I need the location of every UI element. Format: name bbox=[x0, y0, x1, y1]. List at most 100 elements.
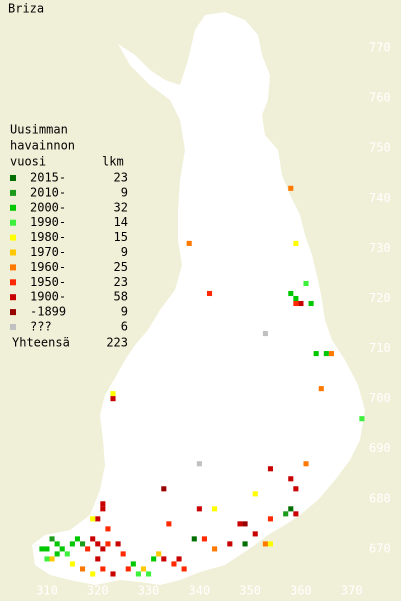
legend-total: 223 bbox=[106, 336, 128, 350]
observation-square bbox=[308, 300, 314, 307]
observation-square bbox=[135, 571, 141, 577]
observation-square bbox=[110, 391, 116, 397]
observation-square bbox=[181, 566, 187, 572]
observation-square bbox=[115, 541, 121, 547]
observation-square bbox=[293, 486, 299, 492]
legend-swatch bbox=[10, 189, 16, 196]
y-tick-label: 690 bbox=[369, 441, 391, 455]
observation-square bbox=[49, 536, 55, 542]
observation-square bbox=[90, 571, 96, 577]
legend-label: 1980- bbox=[30, 230, 66, 244]
observation-square bbox=[120, 551, 126, 557]
legend-label: -1899 bbox=[30, 305, 66, 319]
observation-square bbox=[95, 541, 101, 547]
legend-count: 25 bbox=[114, 260, 128, 274]
legend-swatch bbox=[10, 234, 16, 241]
observation-square bbox=[90, 516, 96, 522]
legend-count: 9 bbox=[121, 185, 128, 199]
observation-square bbox=[95, 556, 101, 562]
legend-swatch bbox=[10, 249, 16, 256]
observation-square bbox=[252, 491, 258, 497]
legend-count: 9 bbox=[121, 245, 128, 259]
observation-square bbox=[90, 536, 96, 542]
observation-square bbox=[191, 536, 197, 542]
y-tick-label: 760 bbox=[369, 91, 391, 105]
observation-square bbox=[161, 486, 167, 492]
legend-label: 2000- bbox=[30, 200, 66, 214]
observation-square bbox=[85, 546, 91, 552]
observation-square bbox=[130, 561, 136, 567]
map-title: Briza bbox=[8, 2, 44, 16]
legend-swatch bbox=[10, 324, 16, 330]
observation-square bbox=[323, 351, 329, 357]
observation-square bbox=[242, 521, 248, 527]
legend-swatch bbox=[10, 279, 16, 286]
x-tick-label: 330 bbox=[138, 584, 160, 598]
observation-square bbox=[242, 541, 248, 547]
observation-square bbox=[293, 295, 299, 302]
y-tick-label: 730 bbox=[369, 241, 391, 255]
observation-square bbox=[125, 566, 131, 572]
observation-square bbox=[196, 506, 202, 512]
observation-square bbox=[303, 280, 309, 287]
y-tick-label: 670 bbox=[369, 541, 391, 555]
country-shape bbox=[32, 12, 365, 585]
observation-square bbox=[288, 185, 294, 191]
observation-square bbox=[318, 386, 324, 392]
observation-square bbox=[95, 516, 101, 522]
legend-swatch bbox=[10, 264, 16, 271]
y-tick-label: 680 bbox=[369, 491, 391, 505]
y-tick-label: 750 bbox=[369, 141, 391, 155]
observation-square bbox=[313, 351, 319, 357]
observation-square bbox=[267, 516, 274, 522]
legend-count: 15 bbox=[114, 230, 128, 244]
legend-count-header: lkm bbox=[102, 155, 124, 169]
observation-square bbox=[166, 521, 172, 527]
observation-square bbox=[262, 541, 268, 547]
observation-square bbox=[227, 541, 233, 547]
observation-square bbox=[110, 396, 116, 402]
legend-title: vuosi bbox=[10, 155, 46, 169]
x-tick-label: 350 bbox=[239, 584, 261, 598]
observations bbox=[39, 185, 365, 577]
legend-count: 23 bbox=[114, 275, 128, 289]
observation-square bbox=[201, 536, 207, 542]
legend-count: 14 bbox=[114, 215, 128, 229]
legend-title: havainnon bbox=[10, 139, 75, 153]
x-tick-label: 370 bbox=[341, 584, 363, 598]
legend-swatch bbox=[10, 204, 16, 211]
observation-square bbox=[359, 416, 365, 422]
observation-square bbox=[186, 240, 192, 246]
y-tick-label: 740 bbox=[369, 191, 391, 205]
legend-count: 58 bbox=[114, 290, 128, 304]
observation-square bbox=[151, 556, 157, 562]
legend-count: 32 bbox=[114, 200, 128, 214]
legend-total-label: Yhteensä bbox=[12, 336, 70, 350]
observation-square bbox=[146, 571, 152, 577]
observation-square bbox=[100, 546, 106, 552]
observation-square bbox=[69, 541, 75, 547]
legend-label: 2010- bbox=[30, 185, 66, 199]
observation-square bbox=[206, 290, 213, 297]
legend-swatch bbox=[10, 294, 16, 301]
legend-label: 1950- bbox=[30, 275, 66, 289]
y-tick-label: 710 bbox=[369, 341, 391, 355]
observation-square bbox=[171, 561, 177, 567]
observation-square bbox=[79, 566, 86, 572]
legend-swatch bbox=[10, 219, 16, 226]
axis-labels: 670 680 690 700 710 720 730 740 750 760 770 310 320 3… bbox=[36, 41, 391, 598]
observation-square bbox=[49, 556, 55, 562]
y-tick-label: 770 bbox=[369, 41, 391, 55]
observation-square bbox=[110, 571, 116, 577]
observation-square bbox=[105, 526, 111, 532]
observation-square bbox=[44, 556, 50, 562]
observation-square bbox=[54, 541, 60, 547]
observation-square bbox=[237, 521, 243, 527]
legend-label: 1990- bbox=[30, 215, 66, 229]
legend: Uusimman havainnon vuosi lkm 2015- 23 2010- 9 20… bbox=[10, 123, 128, 350]
observation-square bbox=[156, 551, 162, 557]
legend-count: 23 bbox=[114, 171, 128, 185]
observation-square bbox=[74, 536, 80, 542]
legend-label: 1900- bbox=[30, 290, 66, 304]
